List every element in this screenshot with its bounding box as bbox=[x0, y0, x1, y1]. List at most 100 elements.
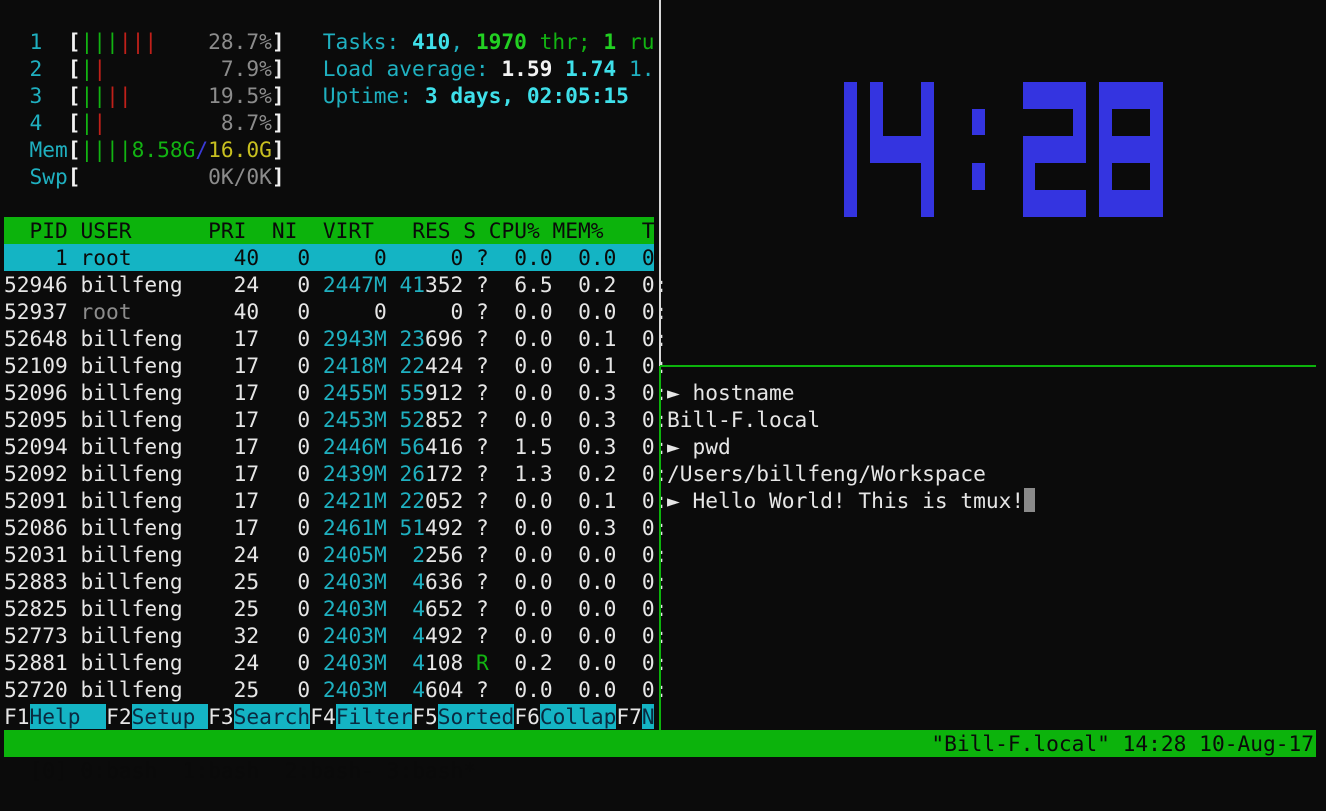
shell-command: ► pwd bbox=[667, 433, 731, 460]
time: 0: bbox=[616, 326, 668, 351]
process-table-header[interactable]: PID USER PRI NI VIRT RES S CPU% MEM% T bbox=[4, 217, 655, 244]
text bbox=[463, 407, 476, 432]
text: thr; bbox=[526, 29, 604, 54]
meter-bracket: [ bbox=[67, 137, 81, 162]
cpu-bar-kernel: || bbox=[106, 83, 132, 108]
fkey-f4-button[interactable]: F4Filter bbox=[310, 704, 413, 729]
virt: 2455M bbox=[310, 380, 387, 405]
nice: 0 bbox=[259, 650, 311, 675]
user: root bbox=[80, 299, 196, 324]
virt: 2418M bbox=[310, 353, 387, 378]
text bbox=[463, 569, 476, 594]
process-row[interactable]: 52720 billfeng 25 0 2403M 4604 ? 0.0 0.0… bbox=[4, 676, 667, 703]
mem-label: Mem bbox=[29, 137, 68, 162]
process-row[interactable]: 52095 billfeng 17 0 2453M 52852 ? 0.0 0.… bbox=[4, 406, 667, 433]
fkey-f6-button[interactable]: F6Collap bbox=[514, 704, 617, 729]
fkey-f7-button[interactable]: F7N bbox=[616, 704, 655, 729]
process-row[interactable]: 52096 billfeng 17 0 2455M 55912 ? 0.0 0.… bbox=[4, 379, 667, 406]
mem-percent: 0.3 bbox=[552, 434, 617, 459]
meter-bracket: ] bbox=[271, 164, 285, 189]
fkey-f1-button[interactable]: F1Help bbox=[4, 704, 107, 729]
mem-meter: Mem[||||8.58G/16.0G] bbox=[30, 136, 285, 163]
swap-label: Swp bbox=[29, 164, 68, 189]
process-row[interactable]: 52883 billfeng 25 0 2403M 4636 ? 0.0 0.0… bbox=[4, 568, 667, 595]
cpu-value: 7.9% bbox=[106, 56, 272, 81]
load-label: Load average: bbox=[322, 56, 502, 81]
shell-output: Bill-F.local bbox=[667, 406, 820, 433]
text bbox=[68, 407, 81, 432]
state: ? bbox=[476, 677, 489, 702]
mem-percent: 0.1 bbox=[552, 353, 617, 378]
fkey-f5-button[interactable]: F5Sorted bbox=[412, 704, 515, 729]
text: ru bbox=[616, 29, 655, 54]
text bbox=[463, 326, 476, 351]
state: ? bbox=[476, 299, 489, 324]
process-row[interactable]: 52881 billfeng 24 0 2403M 4108 R 0.2 0.0… bbox=[4, 649, 667, 676]
res-thousands: 2 bbox=[386, 542, 425, 567]
pane-divider-horizontal[interactable] bbox=[660, 365, 1316, 367]
virt: 0 bbox=[310, 299, 387, 324]
text bbox=[68, 677, 81, 702]
process-row[interactable]: 52825 billfeng 25 0 2403M 4652 ? 0.0 0.0… bbox=[4, 595, 667, 622]
mem-percent: 0.0 bbox=[552, 623, 617, 648]
process-row[interactable]: 52946 billfeng 24 0 2447M 41352 ? 6.5 0.… bbox=[4, 271, 667, 298]
meter-bracket: [ bbox=[67, 164, 81, 189]
text bbox=[68, 326, 81, 351]
pid: 52825 bbox=[4, 596, 68, 621]
priority: 24 bbox=[195, 272, 260, 297]
pid: 52096 bbox=[4, 380, 68, 405]
pid: 52086 bbox=[4, 515, 68, 540]
fkey-f3-button[interactable]: F3Search bbox=[208, 704, 311, 729]
window-list[interactable]: [0] 0:bash 1:bash 2:bash- 3:bash* bbox=[29, 758, 476, 783]
cpu-bar-kernel: ||| bbox=[118, 29, 158, 54]
cpu-bar-user: || bbox=[80, 83, 107, 108]
line-text: hostname bbox=[692, 380, 795, 405]
cpu-label: 3 bbox=[29, 83, 43, 108]
function-key-bar: F1Help F2Setup F3SearchF4FilterF5SortedF… bbox=[4, 703, 655, 730]
clock-pane[interactable] bbox=[661, 0, 1326, 365]
res-thousands: 55 bbox=[386, 380, 425, 405]
res: 416 bbox=[425, 434, 464, 459]
meter-bracket: ] bbox=[271, 110, 285, 135]
pid: 1 bbox=[4, 245, 68, 270]
state: ? bbox=[476, 596, 489, 621]
priority: 40 bbox=[195, 245, 260, 270]
process-row[interactable]: 52109 billfeng 17 0 2418M 22424 ? 0.0 0.… bbox=[4, 352, 667, 379]
text bbox=[463, 542, 476, 567]
process-row[interactable]: 52092 billfeng 17 0 2439M 26172 ? 1.3 0.… bbox=[4, 460, 667, 487]
process-row[interactable]: 52937 root 40 0 0 0 ? 0.0 0.0 0: bbox=[4, 298, 667, 325]
process-row[interactable]: 52031 billfeng 24 0 2405M 2256 ? 0.0 0.0… bbox=[4, 541, 667, 568]
res-thousands: 4 bbox=[386, 677, 425, 702]
column-headers: PID USER PRI NI VIRT RES S CPU% MEM% T bbox=[4, 218, 655, 243]
process-row[interactable]: 52091 billfeng 17 0 2421M 22052 ? 0.0 0.… bbox=[4, 487, 667, 514]
fkey-f2-button[interactable]: F2Setup bbox=[106, 704, 209, 729]
text bbox=[68, 434, 81, 459]
priority: 17 bbox=[195, 488, 260, 513]
state: ? bbox=[476, 461, 489, 486]
pid: 52094 bbox=[4, 434, 68, 459]
nice: 0 bbox=[259, 596, 311, 621]
tasks-meter: Tasks: 410, 1970 thr; 1 ru bbox=[323, 28, 655, 55]
pane-divider-vertical-top[interactable] bbox=[659, 0, 661, 366]
mem-sep: / bbox=[195, 137, 209, 162]
process-row[interactable]: 52648 billfeng 17 0 2943M 23696 ? 0.0 0.… bbox=[4, 325, 667, 352]
process-row[interactable]: 1 root 40 0 0 0 ? 0.0 0.0 0: bbox=[4, 244, 667, 271]
fkey-key: F6 bbox=[514, 704, 540, 729]
fkey-key: F1 bbox=[4, 704, 30, 729]
text bbox=[68, 272, 81, 297]
res-thousands: 4 bbox=[386, 650, 425, 675]
process-row[interactable]: 52094 billfeng 17 0 2446M 56416 ? 1.5 0.… bbox=[4, 433, 667, 460]
shell-command: ► hostname bbox=[667, 379, 795, 406]
tasks-count: 410 bbox=[412, 29, 451, 54]
cpu-percent: 0.0 bbox=[488, 488, 553, 513]
process-row[interactable]: 52086 billfeng 17 0 2461M 51492 ? 0.0 0.… bbox=[4, 514, 667, 541]
text bbox=[68, 515, 81, 540]
process-row[interactable]: 52773 billfeng 32 0 2403M 4492 ? 0.0 0.0… bbox=[4, 622, 667, 649]
pane-divider-vertical-bottom[interactable] bbox=[659, 366, 661, 730]
res: 636 bbox=[425, 569, 464, 594]
virt: 2403M bbox=[310, 569, 387, 594]
nice: 0 bbox=[259, 326, 311, 351]
state: ? bbox=[476, 488, 489, 513]
nice: 0 bbox=[259, 299, 311, 324]
load-15: 1. bbox=[628, 56, 655, 81]
